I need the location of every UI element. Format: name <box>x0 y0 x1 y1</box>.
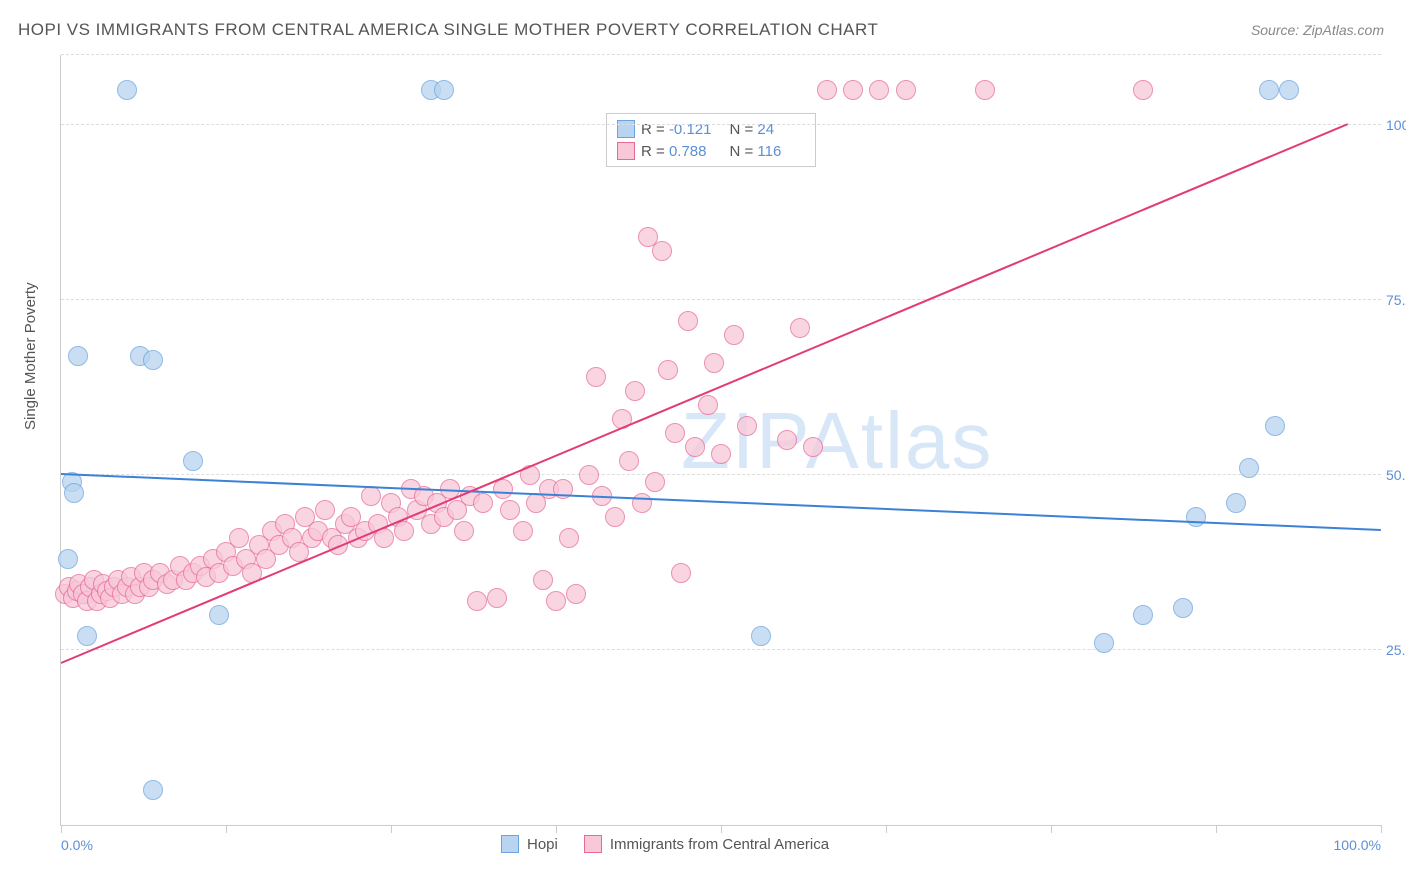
data-point <box>790 318 810 338</box>
data-point <box>843 80 863 100</box>
x-tick <box>886 825 887 833</box>
data-point <box>625 381 645 401</box>
data-point <box>500 500 520 520</box>
data-point <box>77 626 97 646</box>
legend-series: Hopi Immigrants from Central America <box>501 835 847 853</box>
data-point <box>361 486 381 506</box>
data-point <box>1094 633 1114 653</box>
gridline <box>61 649 1381 650</box>
y-tick-label: 25.0% <box>1386 642 1406 658</box>
data-point <box>1226 493 1246 513</box>
data-point <box>1279 80 1299 100</box>
data-point <box>315 500 335 520</box>
x-tick <box>1216 825 1217 833</box>
data-point <box>869 80 889 100</box>
data-point <box>473 493 493 513</box>
data-point <box>143 780 163 800</box>
legend-stat-row: R = 0.788 N = 116 <box>617 140 805 162</box>
data-point <box>117 80 137 100</box>
data-point <box>64 483 84 503</box>
data-point <box>803 437 823 457</box>
data-point <box>777 430 797 450</box>
x-tick <box>391 825 392 833</box>
data-point <box>896 80 916 100</box>
data-point <box>605 507 625 527</box>
data-point <box>724 325 744 345</box>
data-point <box>1186 507 1206 527</box>
data-point <box>817 80 837 100</box>
data-point <box>698 395 718 415</box>
data-point <box>652 241 672 261</box>
data-point <box>394 521 414 541</box>
data-point <box>645 472 665 492</box>
data-point <box>975 80 995 100</box>
x-tick-label: 0.0% <box>61 837 93 853</box>
data-point <box>546 591 566 611</box>
data-point <box>1259 80 1279 100</box>
data-point <box>513 521 533 541</box>
data-point <box>1133 80 1153 100</box>
gridline <box>61 299 1381 300</box>
data-point <box>467 591 487 611</box>
data-point <box>1265 416 1285 436</box>
chart-title: HOPI VS IMMIGRANTS FROM CENTRAL AMERICA … <box>18 20 878 40</box>
gridline <box>61 54 1381 55</box>
data-point <box>1173 598 1193 618</box>
data-point <box>632 493 652 513</box>
data-point <box>434 80 454 100</box>
data-point <box>183 451 203 471</box>
y-axis-label: Single Mother Poverty <box>22 282 39 430</box>
data-point <box>579 465 599 485</box>
data-point <box>68 346 88 366</box>
data-point <box>704 353 724 373</box>
trend-line <box>61 123 1349 664</box>
data-point <box>454 521 474 541</box>
data-point <box>678 311 698 331</box>
gridline <box>61 124 1381 125</box>
x-tick-label: 100.0% <box>1334 837 1381 853</box>
data-point <box>671 563 691 583</box>
data-point <box>658 360 678 380</box>
data-point <box>143 350 163 370</box>
data-point <box>209 605 229 625</box>
legend-label: Immigrants from Central America <box>610 836 829 853</box>
data-point <box>1133 605 1153 625</box>
data-point <box>619 451 639 471</box>
x-tick <box>721 825 722 833</box>
y-tick-label: 100.0% <box>1386 117 1406 133</box>
y-tick-label: 75.0% <box>1386 292 1406 308</box>
data-point <box>586 367 606 387</box>
data-point <box>58 549 78 569</box>
legend-stats: R = -0.121 N = 24 R = 0.788 N = 116 <box>606 113 816 167</box>
data-point <box>737 416 757 436</box>
x-tick <box>556 825 557 833</box>
data-point <box>685 437 705 457</box>
data-point <box>1239 458 1259 478</box>
data-point <box>665 423 685 443</box>
data-point <box>487 588 507 608</box>
legend-r-text: R = 0.788 N = 116 <box>641 143 805 160</box>
legend-swatch <box>584 835 602 853</box>
legend-swatch <box>617 120 635 138</box>
data-point <box>711 444 731 464</box>
plot-area: ZIPAtlas R = -0.121 N = 24 R = 0.788 N =… <box>60 55 1381 826</box>
legend-stat-row: R = -0.121 N = 24 <box>617 118 805 140</box>
trend-line <box>61 473 1381 531</box>
data-point <box>559 528 579 548</box>
y-tick-label: 50.0% <box>1386 467 1406 483</box>
data-point <box>751 626 771 646</box>
x-tick <box>1381 825 1382 833</box>
data-point <box>493 479 513 499</box>
x-tick <box>1051 825 1052 833</box>
data-point <box>229 528 249 548</box>
x-tick <box>61 825 62 833</box>
data-point <box>533 570 553 590</box>
legend-swatch <box>501 835 519 853</box>
legend-label: Hopi <box>527 836 558 853</box>
source-label: Source: ZipAtlas.com <box>1251 22 1384 38</box>
x-tick <box>226 825 227 833</box>
gridline <box>61 474 1381 475</box>
legend-swatch <box>617 142 635 160</box>
data-point <box>566 584 586 604</box>
